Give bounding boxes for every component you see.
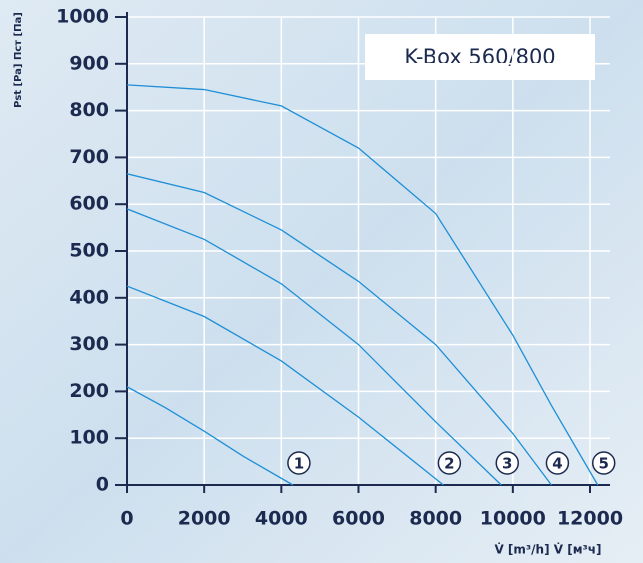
chart-title: K-Box 560/800	[404, 45, 555, 69]
y-tick-label: 900	[69, 52, 109, 74]
y-tick-label: 300	[69, 333, 109, 355]
y-tick-label: 600	[69, 193, 109, 215]
curve-label: 4	[552, 455, 562, 473]
y-tick-label: 400	[69, 286, 109, 308]
x-tick-label: 4000	[255, 508, 308, 530]
curve-label: 5	[598, 455, 608, 473]
y-tick-label: 1000	[56, 6, 109, 28]
y-tick-label: 700	[69, 146, 109, 168]
y-tick-label: 0	[96, 474, 109, 496]
y-tick-label: 200	[69, 380, 109, 402]
curve-label: 1	[294, 455, 304, 473]
x-tick-label: 2000	[178, 508, 231, 530]
x-tick-label: 8000	[409, 508, 462, 530]
x-tick-label: 10000	[480, 508, 546, 530]
y-tick-label: 500	[69, 240, 109, 262]
x-axis-label: V̇ [m³/h] V̇ [м³ч]	[494, 542, 601, 556]
y-tick-label: 100	[69, 427, 109, 449]
y-tick-label: 800	[69, 99, 109, 121]
x-tick-label: 12000	[557, 508, 623, 530]
curve-label: 3	[502, 455, 512, 473]
curve-label: 2	[444, 455, 454, 473]
x-tick-label: 0	[120, 508, 133, 530]
chart: K-Box 560/800 Pst [Pa] Пст [Па] V̇ [m³/h…	[0, 0, 643, 563]
x-tick-label: 6000	[332, 508, 385, 530]
y-axis-label: Pst [Pa] Пст [Па]	[13, 12, 24, 108]
